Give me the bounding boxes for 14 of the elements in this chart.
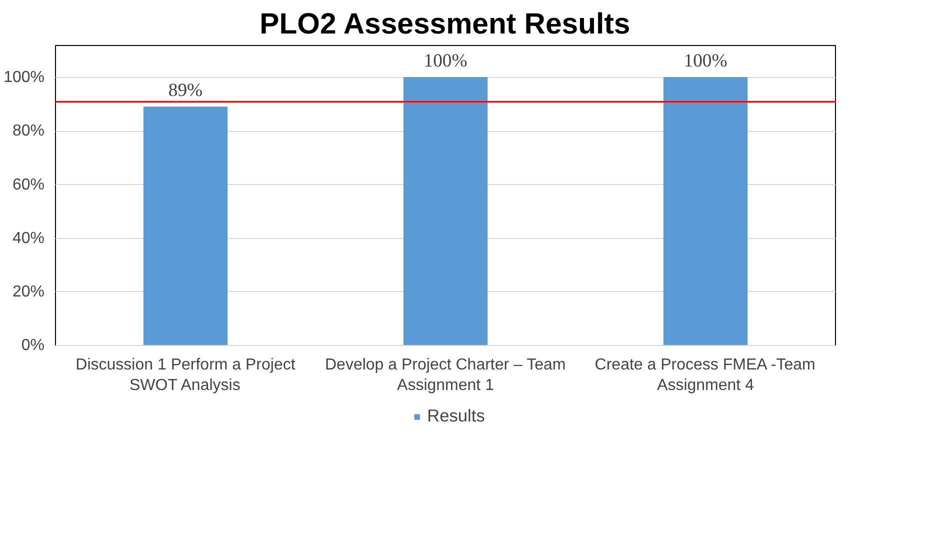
- data-label: 100%: [424, 50, 468, 72]
- data-label: 89%: [168, 80, 203, 102]
- y-tick-label: 80%: [12, 122, 45, 140]
- y-tick-label: 40%: [12, 230, 45, 247]
- y-tick-label: 100%: [4, 69, 44, 86]
- data-label: 100%: [684, 50, 728, 72]
- legend-label: Results: [427, 406, 485, 426]
- y-tick-label: 60%: [12, 176, 45, 194]
- x-tick-label: Create a Process FMEA -Team Assignment 4: [594, 356, 816, 394]
- chart-title: PLO2 Assessment Results: [260, 8, 630, 40]
- y-tick-label: 20%: [12, 283, 45, 300]
- y-tick-label: 0%: [21, 337, 44, 354]
- x-tick-label: Develop a Project Charter – Team Assignment 1: [325, 356, 566, 394]
- x-tick-label: Discussion 1 Perform a Project SWOT Analysis: [76, 356, 296, 394]
